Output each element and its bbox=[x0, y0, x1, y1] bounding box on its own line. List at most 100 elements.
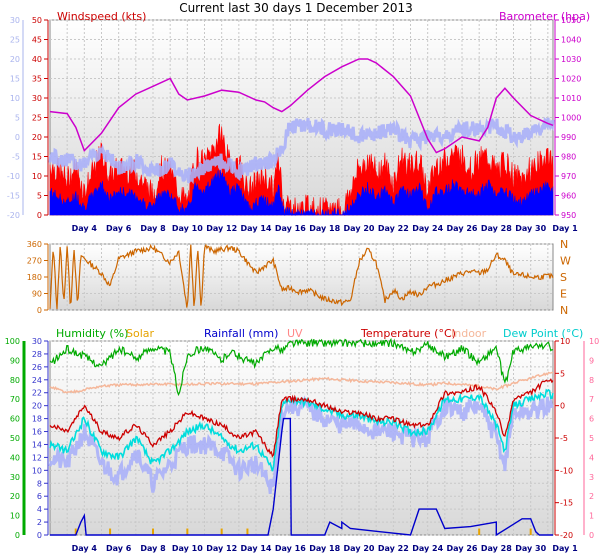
rainfall-tick-label: 24 bbox=[32, 376, 42, 385]
rainfall-tick-label: 12 bbox=[32, 453, 42, 462]
uv-tick-label: 1 bbox=[589, 512, 594, 521]
wind-panel-axes: 0 5 10 15 20 25 30 35 40 45 50 -20 -15 -10 -5 0 5 10 15 20 2… bbox=[7, 16, 581, 233]
barometer-tick-label: 1050 bbox=[561, 16, 581, 25]
solar-mark bbox=[152, 528, 155, 535]
x-tick-label: Day 22 bbox=[378, 224, 409, 233]
x-tick-label: Day 1 bbox=[552, 224, 578, 233]
humidity-tick-label: 100 bbox=[5, 337, 20, 346]
humidity-tick-label: 70 bbox=[10, 395, 20, 404]
barometer-tick-label: 1030 bbox=[561, 55, 581, 64]
x-tick-label: Day 28 bbox=[481, 224, 512, 233]
rainfall-tick-label: 14 bbox=[32, 440, 42, 449]
rainfall-tick-label: 26 bbox=[32, 363, 42, 372]
wind-direction-series bbox=[49, 243, 554, 310]
barometer-tick-label: 990 bbox=[561, 133, 576, 142]
rainfall-label: Rainfall (mm) bbox=[204, 327, 278, 340]
uv-tick-label: 3 bbox=[589, 473, 594, 482]
temperature-tick-label: -20 bbox=[560, 531, 573, 540]
wind-secondary-tick-label: -20 bbox=[7, 211, 20, 220]
windspeed-tick-label: 15 bbox=[32, 153, 42, 162]
windspeed-tick-label: 25 bbox=[32, 114, 42, 123]
humidity-tick-label: 50 bbox=[10, 434, 20, 443]
x-tick-label: Day 26 bbox=[447, 544, 478, 553]
temperature-series bbox=[49, 378, 554, 458]
humidity-tick-label: 60 bbox=[10, 415, 20, 424]
humidity-panel-series bbox=[48, 337, 554, 537]
x-tick-label: Day 12 bbox=[206, 224, 237, 233]
uv-tick-label: 6 bbox=[589, 415, 594, 424]
temperature-tick-label: -15 bbox=[560, 499, 573, 508]
direction-tick-label: 270 bbox=[27, 257, 42, 266]
x-tick-label: Day 24 bbox=[412, 544, 443, 553]
barometer-label: Barometer (hpa) bbox=[499, 10, 590, 23]
wind-average-light-series bbox=[48, 116, 555, 185]
humidity-series bbox=[49, 337, 554, 397]
uv-tick-label: 8 bbox=[589, 376, 594, 385]
uv-tick-label: 0 bbox=[589, 531, 594, 540]
humidity-label: Humidity (%) bbox=[56, 327, 128, 340]
rainfall-tick-label: 0 bbox=[37, 531, 42, 540]
wind-average-series bbox=[49, 169, 554, 217]
x-tick-label: Day 14 bbox=[241, 224, 272, 233]
compass-label: N bbox=[560, 304, 568, 317]
x-tick-label: Day 18 bbox=[309, 544, 340, 553]
solar-mark bbox=[220, 528, 223, 535]
barometer-tick-label: 960 bbox=[561, 192, 576, 201]
wind-secondary-tick-label: -5 bbox=[12, 153, 20, 162]
rainfall-tick-label: 30 bbox=[32, 337, 42, 346]
direction-tick-label: 90 bbox=[32, 290, 42, 299]
x-tick-label: Day 6 bbox=[106, 544, 132, 553]
humidity-panel-background bbox=[49, 340, 554, 536]
windspeed-tick-label: 50 bbox=[32, 16, 42, 25]
x-tick-label: Day 4 bbox=[72, 224, 98, 233]
windspeed-tick-label: 40 bbox=[32, 55, 42, 64]
solar-mark bbox=[74, 528, 77, 535]
x-tick-label: Day 16 bbox=[275, 544, 306, 553]
wind-panel-series bbox=[48, 58, 555, 217]
windspeed-tick-label: 0 bbox=[37, 211, 42, 220]
direction-panel-background bbox=[49, 243, 554, 311]
windspeed-tick-label: 10 bbox=[32, 172, 42, 181]
barometer-tick-label: 1000 bbox=[561, 114, 581, 123]
uv-tick-label: 4 bbox=[589, 453, 594, 462]
uv-label: UV bbox=[287, 327, 303, 340]
rainfall-series bbox=[50, 417, 553, 537]
humidity-tick-label: 20 bbox=[10, 492, 20, 501]
x-tick-label: Day 10 bbox=[172, 224, 203, 233]
solar-mark bbox=[529, 528, 532, 535]
x-tick-label: Day 28 bbox=[481, 544, 512, 553]
temperature-tick-label: 0 bbox=[560, 402, 565, 411]
windspeed-tick-label: 35 bbox=[32, 75, 42, 84]
x-tick-label: Day 16 bbox=[275, 224, 306, 233]
rainfall-tick-label: 10 bbox=[32, 466, 42, 475]
humidity-tick-label: 40 bbox=[10, 453, 20, 462]
windspeed-tick-label: 30 bbox=[32, 94, 42, 103]
uv-tick-label: 10 bbox=[589, 337, 599, 346]
barometer-tick-label: 1020 bbox=[561, 75, 581, 84]
compass-label: E bbox=[560, 288, 567, 301]
rainfall-tick-label: 20 bbox=[32, 402, 42, 411]
temperature-tick-label: -5 bbox=[560, 434, 568, 443]
compass-label: W bbox=[560, 255, 571, 268]
rainfall-tick-label: 28 bbox=[32, 350, 42, 359]
x-tick-label: Day 4 bbox=[72, 544, 98, 553]
feels-like-series bbox=[48, 395, 554, 495]
humidity-tick-label: 90 bbox=[10, 356, 20, 365]
x-tick-label: Day 22 bbox=[378, 544, 409, 553]
barometer-tick-label: 970 bbox=[561, 172, 576, 181]
dewpoint-label: Dew Point (°C) bbox=[503, 327, 583, 340]
rainfall-tick-label: 8 bbox=[37, 479, 42, 488]
barometer-tick-label: 980 bbox=[561, 153, 576, 162]
x-tick-label: Day 10 bbox=[172, 544, 203, 553]
rainfall-tick-label: 4 bbox=[37, 505, 42, 514]
uv-tick-label: 5 bbox=[589, 434, 594, 443]
x-tick-label: Day 8 bbox=[140, 224, 166, 233]
windspeed-label: Windspeed (kts) bbox=[57, 10, 146, 23]
x-tick-label: Day 12 bbox=[206, 544, 237, 553]
x-tick-label: Day 30 bbox=[515, 224, 546, 233]
humidity-tick-label: 30 bbox=[10, 473, 20, 482]
wind-secondary-tick-label: 25 bbox=[10, 36, 20, 45]
